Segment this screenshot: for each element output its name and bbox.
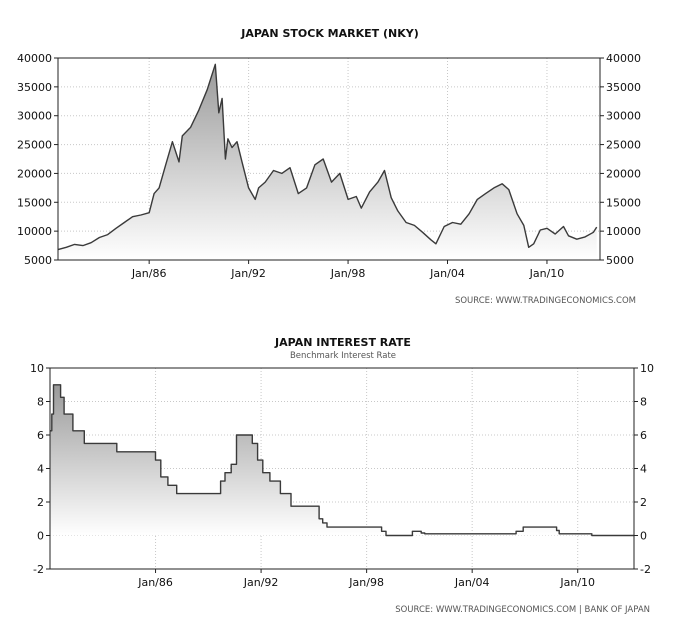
- x-tick-label: Jan/04: [429, 267, 465, 280]
- y-tick-label: 25000: [17, 139, 52, 152]
- y-tick-label: -2: [33, 563, 44, 576]
- y-tick-label: 2: [37, 496, 44, 509]
- plot-frame: [57, 57, 601, 261]
- x-tick-label: Jan/92: [230, 267, 266, 280]
- x-tick-label: Jan/10: [529, 267, 565, 280]
- y-axis-left: 5000 10000 15000 20000 25000 30000 35000 40000: [17, 52, 58, 267]
- x-axis: Jan/86 Jan/92 Jan/98 Jan/04 Jan/10: [131, 260, 564, 280]
- y-tick-label: -2: [640, 563, 651, 576]
- x-tick-label: Jan/98: [348, 576, 384, 589]
- y-tick-label: 5000: [606, 254, 634, 267]
- chart-subtitle: Benchmark Interest Rate: [290, 351, 396, 361]
- source-note: SOURCE: WWW.TRADINGECONOMICS.COM | BANK …: [395, 605, 650, 615]
- y-tick-label: 10000: [606, 225, 641, 238]
- y-tick-label: 6: [37, 429, 44, 442]
- x-tick-label: Jan/86: [131, 267, 167, 280]
- y-tick-label: 0: [37, 530, 44, 543]
- interest-rate-line: [50, 384, 634, 537]
- y-tick-label: 25000: [606, 139, 641, 152]
- y-tick-label: 30000: [17, 110, 52, 123]
- y-tick-label: 5000: [24, 254, 52, 267]
- interest-rate-area: [50, 384, 634, 536]
- y-axis-right: 5000 10000 15000 20000 25000 30000 35000 40000: [600, 52, 641, 267]
- y-tick-label: 8: [640, 396, 647, 409]
- stock-index-area: [58, 64, 597, 260]
- y-tick-label: 40000: [606, 52, 641, 65]
- y-tick-label: 35000: [606, 81, 641, 94]
- source-note: SOURCE: WWW.TRADINGECONOMICS.COM: [455, 296, 636, 306]
- y-tick-label: 10: [30, 362, 44, 375]
- x-tick-label: Jan/04: [454, 576, 490, 589]
- x-tick-label: Jan/10: [559, 576, 595, 589]
- y-tick-label: 20000: [17, 167, 52, 180]
- y-tick-label: 20000: [606, 167, 641, 180]
- y-axis-left: -2 0 2 4 6 8 10: [30, 362, 50, 576]
- y-tick-label: 0: [640, 530, 647, 543]
- y-tick-label: 4: [37, 463, 44, 476]
- y-tick-label: 15000: [606, 196, 641, 209]
- y-tick-label: 10: [640, 362, 654, 375]
- chart-title: JAPAN STOCK MARKET (NKY): [240, 27, 418, 40]
- x-tick-label: Jan/98: [330, 267, 366, 280]
- y-tick-label: 15000: [17, 196, 52, 209]
- chart-title: JAPAN INTEREST RATE: [274, 336, 411, 349]
- y-tick-label: 2: [640, 496, 647, 509]
- y-tick-label: 6: [640, 429, 647, 442]
- y-tick-label: 30000: [606, 110, 641, 123]
- y-axis-right: -2 0 2 4 6 8 10: [634, 362, 654, 576]
- y-tick-label: 8: [37, 396, 44, 409]
- stock-index-line: [57, 63, 598, 251]
- interest-rate-chart: JAPAN INTEREST RATE Benchmark Interest R…: [30, 336, 654, 615]
- x-tick-label: Jan/92: [243, 576, 279, 589]
- x-axis: Jan/86 Jan/92 Jan/98 Jan/04 Jan/10: [137, 569, 595, 589]
- y-tick-label: 10000: [17, 225, 52, 238]
- x-tick-label: Jan/86: [137, 576, 173, 589]
- y-tick-label: 35000: [17, 81, 52, 94]
- y-tick-label: 4: [640, 463, 647, 476]
- stock-market-chart: JAPAN STOCK MARKET (NKY) 5000 10000 15000 2…: [17, 27, 641, 306]
- y-tick-label: 40000: [17, 52, 52, 65]
